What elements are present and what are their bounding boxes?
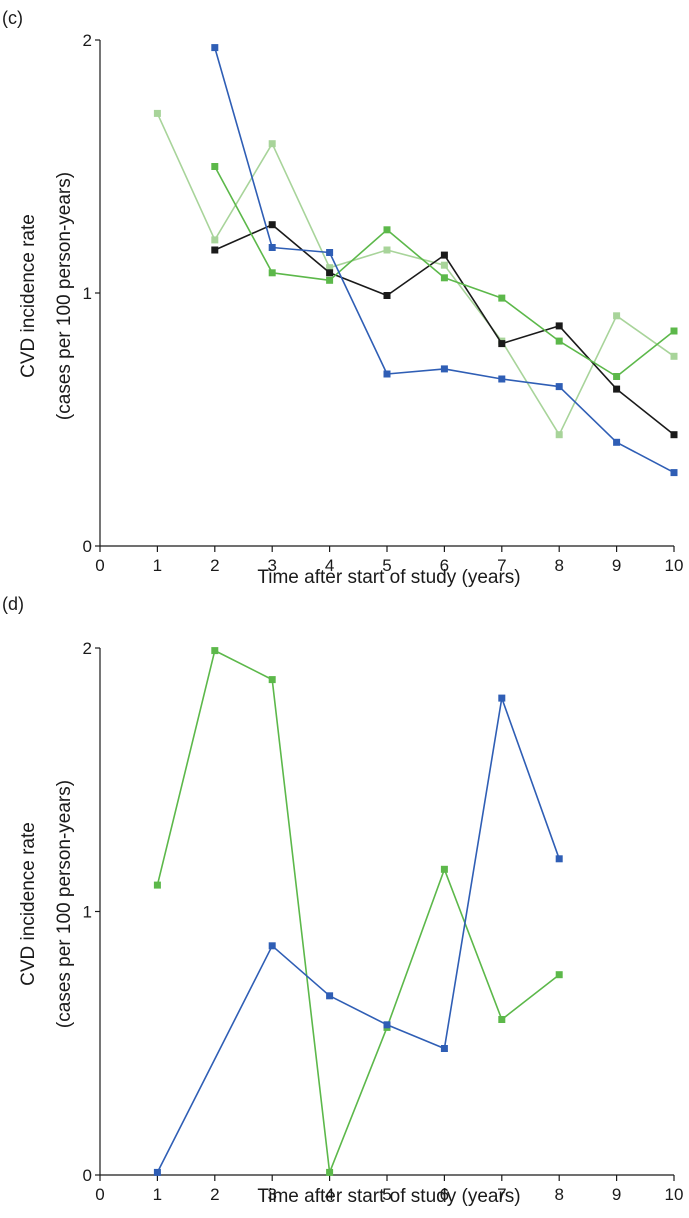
axes: 0 1 2 3 4 5 6 7 8 9 10 0 1 2 bbox=[83, 31, 684, 575]
data-point bbox=[670, 431, 678, 439]
x-tick-label: 2 bbox=[210, 1185, 219, 1204]
data-point bbox=[268, 244, 276, 251]
x-tick-label: 7 bbox=[497, 556, 506, 575]
data-point bbox=[211, 647, 219, 655]
data-point bbox=[440, 365, 448, 373]
data-point bbox=[498, 375, 506, 383]
data-point bbox=[268, 140, 276, 148]
data-point bbox=[670, 469, 678, 477]
chart-panel-c: (c) 0 1 2 3 4 5 6 7 8 9 10 0 1 2 Time after start of … bbox=[2, 8, 683, 588]
x-tick-label: 6 bbox=[440, 556, 449, 575]
data-point bbox=[268, 942, 276, 950]
x-tick-label: 10 bbox=[665, 1185, 684, 1204]
data-point bbox=[326, 992, 334, 1000]
series-line-0 bbox=[156, 649, 560, 1174]
data-point bbox=[613, 385, 621, 393]
data-point bbox=[555, 971, 563, 979]
data-point bbox=[440, 1045, 448, 1052]
x-tick-label: 9 bbox=[612, 556, 621, 575]
axes: 0 1 2 3 4 5 6 7 8 9 10 0 1 2 bbox=[83, 639, 684, 1204]
x-tick-label: 2 bbox=[210, 556, 219, 575]
data-point bbox=[498, 1016, 506, 1023]
y-tick-label: 1 bbox=[83, 284, 92, 303]
y-axis-title-line1: CVD incidence rate bbox=[18, 822, 39, 986]
x-tick-label: 4 bbox=[325, 556, 334, 575]
data-point bbox=[211, 246, 219, 254]
x-axis-title: Time after start of study (years) bbox=[257, 1186, 520, 1207]
y-axis-title-line1: CVD incidence rate bbox=[18, 214, 39, 378]
y-tick-label: 0 bbox=[83, 1166, 92, 1185]
data-point bbox=[440, 261, 448, 269]
x-tick-label: 4 bbox=[325, 1185, 334, 1204]
y-tick-label: 0 bbox=[83, 537, 92, 556]
data-point bbox=[383, 1021, 391, 1029]
data-point bbox=[268, 269, 276, 277]
data-point bbox=[440, 865, 448, 873]
y-tick-label: 2 bbox=[83, 31, 92, 50]
x-tick-label: 0 bbox=[95, 1185, 104, 1204]
data-point bbox=[383, 226, 391, 234]
data-point bbox=[268, 676, 276, 684]
data-point bbox=[326, 269, 334, 277]
data-point bbox=[383, 292, 391, 299]
series-layer bbox=[153, 44, 678, 477]
x-tick-label: 9 bbox=[612, 1185, 621, 1204]
data-point bbox=[211, 236, 219, 244]
data-point bbox=[440, 251, 448, 259]
x-tick-label: 8 bbox=[554, 1185, 563, 1204]
panel-label: (d) bbox=[2, 594, 24, 614]
data-point bbox=[383, 370, 391, 378]
x-tick-label: 3 bbox=[267, 556, 276, 575]
data-point bbox=[383, 246, 391, 254]
data-point bbox=[326, 1168, 334, 1176]
x-tick-label: 8 bbox=[554, 556, 563, 575]
data-point bbox=[555, 431, 563, 439]
x-tick-label: 5 bbox=[382, 1185, 391, 1204]
series-line-3 bbox=[214, 47, 675, 474]
x-axis-title: Time after start of study (years) bbox=[257, 567, 520, 588]
x-tick-label: 1 bbox=[153, 556, 162, 575]
x-tick-label: 3 bbox=[267, 1185, 276, 1204]
y-axis-title-line2: (cases per 100 person-years) bbox=[54, 780, 75, 1028]
x-tick-label: 10 bbox=[665, 556, 684, 575]
y-tick-label: 1 bbox=[83, 903, 92, 922]
data-point bbox=[555, 383, 563, 391]
data-point bbox=[326, 249, 334, 256]
data-point bbox=[498, 694, 506, 702]
panel-label: (c) bbox=[2, 8, 23, 28]
data-point bbox=[670, 352, 678, 360]
data-point bbox=[211, 163, 219, 170]
data-point bbox=[326, 264, 334, 272]
series-line-2 bbox=[214, 166, 675, 378]
data-point bbox=[613, 438, 621, 446]
series-line-0 bbox=[156, 113, 675, 436]
data-point bbox=[670, 327, 678, 335]
data-point bbox=[498, 340, 506, 348]
data-point bbox=[555, 322, 563, 330]
series-layer bbox=[153, 647, 563, 1176]
x-tick-label: 1 bbox=[153, 1185, 162, 1204]
x-tick-label: 7 bbox=[497, 1185, 506, 1204]
data-point bbox=[555, 337, 563, 345]
y-tick-label: 2 bbox=[83, 639, 92, 658]
data-point bbox=[153, 1168, 161, 1176]
y-axis-title-line2: (cases per 100 person-years) bbox=[54, 172, 75, 420]
data-point bbox=[555, 855, 563, 863]
data-point bbox=[498, 294, 506, 302]
data-point bbox=[326, 276, 334, 284]
data-point bbox=[153, 109, 161, 117]
x-tick-label: 6 bbox=[440, 1185, 449, 1204]
data-point bbox=[211, 44, 219, 52]
data-point bbox=[613, 373, 621, 380]
x-tick-label: 5 bbox=[382, 556, 391, 575]
x-tick-label: 0 bbox=[95, 556, 104, 575]
data-point bbox=[440, 274, 448, 282]
data-point bbox=[268, 221, 276, 229]
chart-panel-d: (d) 0 1 2 3 4 5 6 7 8 9 10 0 1 2 Time after start of … bbox=[2, 594, 683, 1207]
data-point bbox=[613, 312, 621, 320]
data-point bbox=[153, 881, 161, 889]
